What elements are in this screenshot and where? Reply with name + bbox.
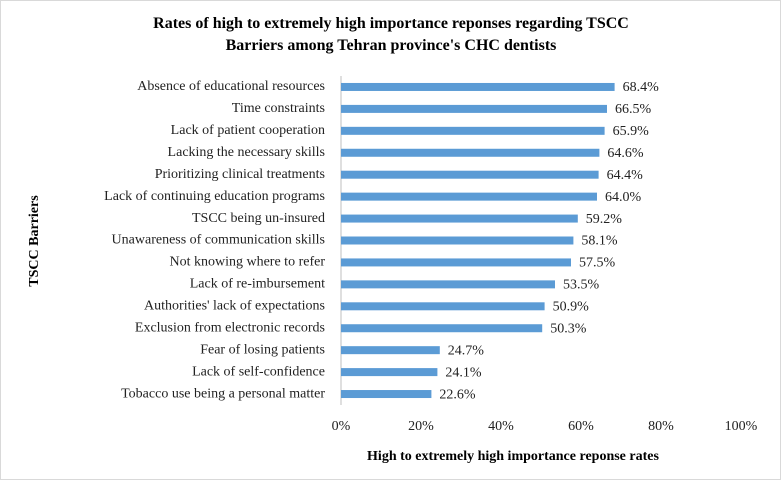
value-label: 59.2%: [586, 212, 623, 227]
y-tick-label: Tobacco use being a personal matter: [121, 386, 325, 401]
y-tick-label: Absence of educational resources: [137, 79, 325, 94]
bar: [341, 368, 438, 377]
value-label: 24.7%: [448, 343, 485, 358]
y-tick-label: Fear of losing patients: [200, 342, 325, 357]
bar: [341, 324, 543, 333]
x-tick-label: 100%: [725, 419, 758, 434]
y-tick-label: Time constraints: [232, 101, 325, 116]
value-label: 68.4%: [623, 80, 660, 95]
bar: [341, 258, 571, 267]
value-label: 53.5%: [563, 278, 600, 293]
y-tick-label: Lack of re-imbursement: [190, 277, 325, 292]
x-tick-label: 20%: [408, 419, 434, 434]
bar: [341, 346, 440, 355]
y-tick-label: Not knowing where to refer: [169, 255, 325, 270]
y-tick-label: Prioritizing clinical treatments: [155, 167, 325, 182]
value-label: 66.5%: [615, 102, 652, 117]
bar: [341, 170, 599, 179]
bar: [341, 302, 545, 311]
value-label: 57.5%: [579, 256, 616, 271]
x-tick-label: 60%: [568, 419, 594, 434]
bar: [341, 280, 555, 289]
bar: [341, 192, 597, 201]
value-label: 22.6%: [439, 387, 476, 402]
x-tick-label: 80%: [648, 419, 674, 434]
bar: [341, 126, 605, 135]
y-tick-label: TSCC being un-insured: [192, 211, 325, 226]
value-label: 64.0%: [605, 190, 642, 205]
x-tick-label: 0%: [332, 419, 351, 434]
y-tick-label: Lack of self-confidence: [192, 364, 325, 379]
value-label: 65.9%: [613, 124, 650, 139]
x-tick-label: 40%: [488, 419, 514, 434]
y-tick-label: Lacking the necessary skills: [168, 145, 325, 160]
x-axis-label: High to extremely high importance repons…: [367, 449, 659, 464]
y-tick-label: Exclusion from electronic records: [135, 320, 325, 335]
bar: [341, 390, 432, 399]
value-label: 64.4%: [607, 168, 644, 183]
bar: [341, 104, 607, 113]
y-tick-label: Lack of patient cooperation: [171, 123, 325, 138]
y-tick-label: Unawareness of communication skills: [112, 233, 325, 248]
bar: [341, 236, 574, 245]
value-label: 64.6%: [607, 146, 644, 161]
value-label: 50.3%: [550, 321, 587, 336]
y-axis-label: TSCC Barriers: [27, 195, 42, 287]
y-tick-label: Lack of continuing education programs: [104, 189, 325, 204]
value-label: 58.1%: [581, 234, 618, 249]
value-label: 24.1%: [445, 365, 482, 380]
chart-title: Rates of high to extremely high importan…: [153, 15, 629, 54]
bar: [341, 148, 600, 157]
bar: [341, 214, 578, 223]
bar: [341, 82, 615, 91]
y-tick-label: Authorities' lack of expectations: [144, 299, 325, 314]
value-label: 50.9%: [553, 300, 590, 315]
